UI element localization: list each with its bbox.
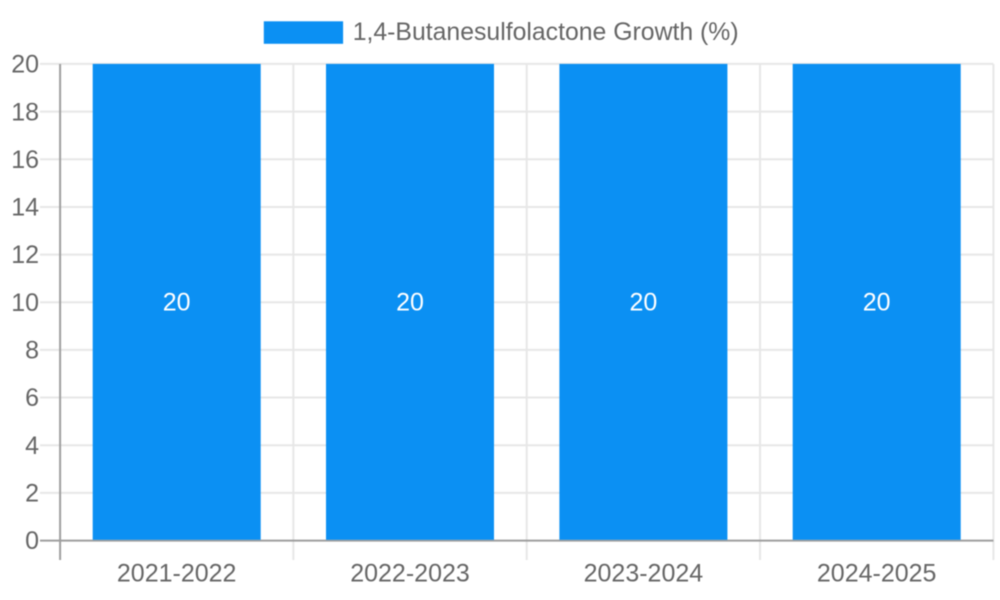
svg-text:20: 20 <box>396 288 424 316</box>
svg-text:6: 6 <box>25 384 39 412</box>
svg-text:2021-2022: 2021-2022 <box>117 560 237 588</box>
svg-text:20: 20 <box>629 288 657 316</box>
svg-text:2024-2025: 2024-2025 <box>817 560 937 588</box>
svg-text:0: 0 <box>25 527 39 555</box>
svg-text:12: 12 <box>11 241 39 269</box>
svg-text:14: 14 <box>11 194 39 222</box>
svg-text:2: 2 <box>25 479 39 507</box>
svg-text:1,4-Butanesulfolactone Growth: 1,4-Butanesulfolactone Growth (%) <box>353 19 739 46</box>
svg-text:20: 20 <box>11 51 39 79</box>
svg-text:2022-2023: 2022-2023 <box>350 560 470 588</box>
svg-text:10: 10 <box>11 289 39 317</box>
svg-text:8: 8 <box>25 337 39 365</box>
svg-text:2023-2024: 2023-2024 <box>584 560 704 588</box>
svg-text:16: 16 <box>11 146 39 174</box>
svg-text:20: 20 <box>163 288 191 316</box>
svg-text:4: 4 <box>25 432 39 460</box>
svg-text:20: 20 <box>863 288 891 316</box>
svg-text:18: 18 <box>11 98 39 126</box>
